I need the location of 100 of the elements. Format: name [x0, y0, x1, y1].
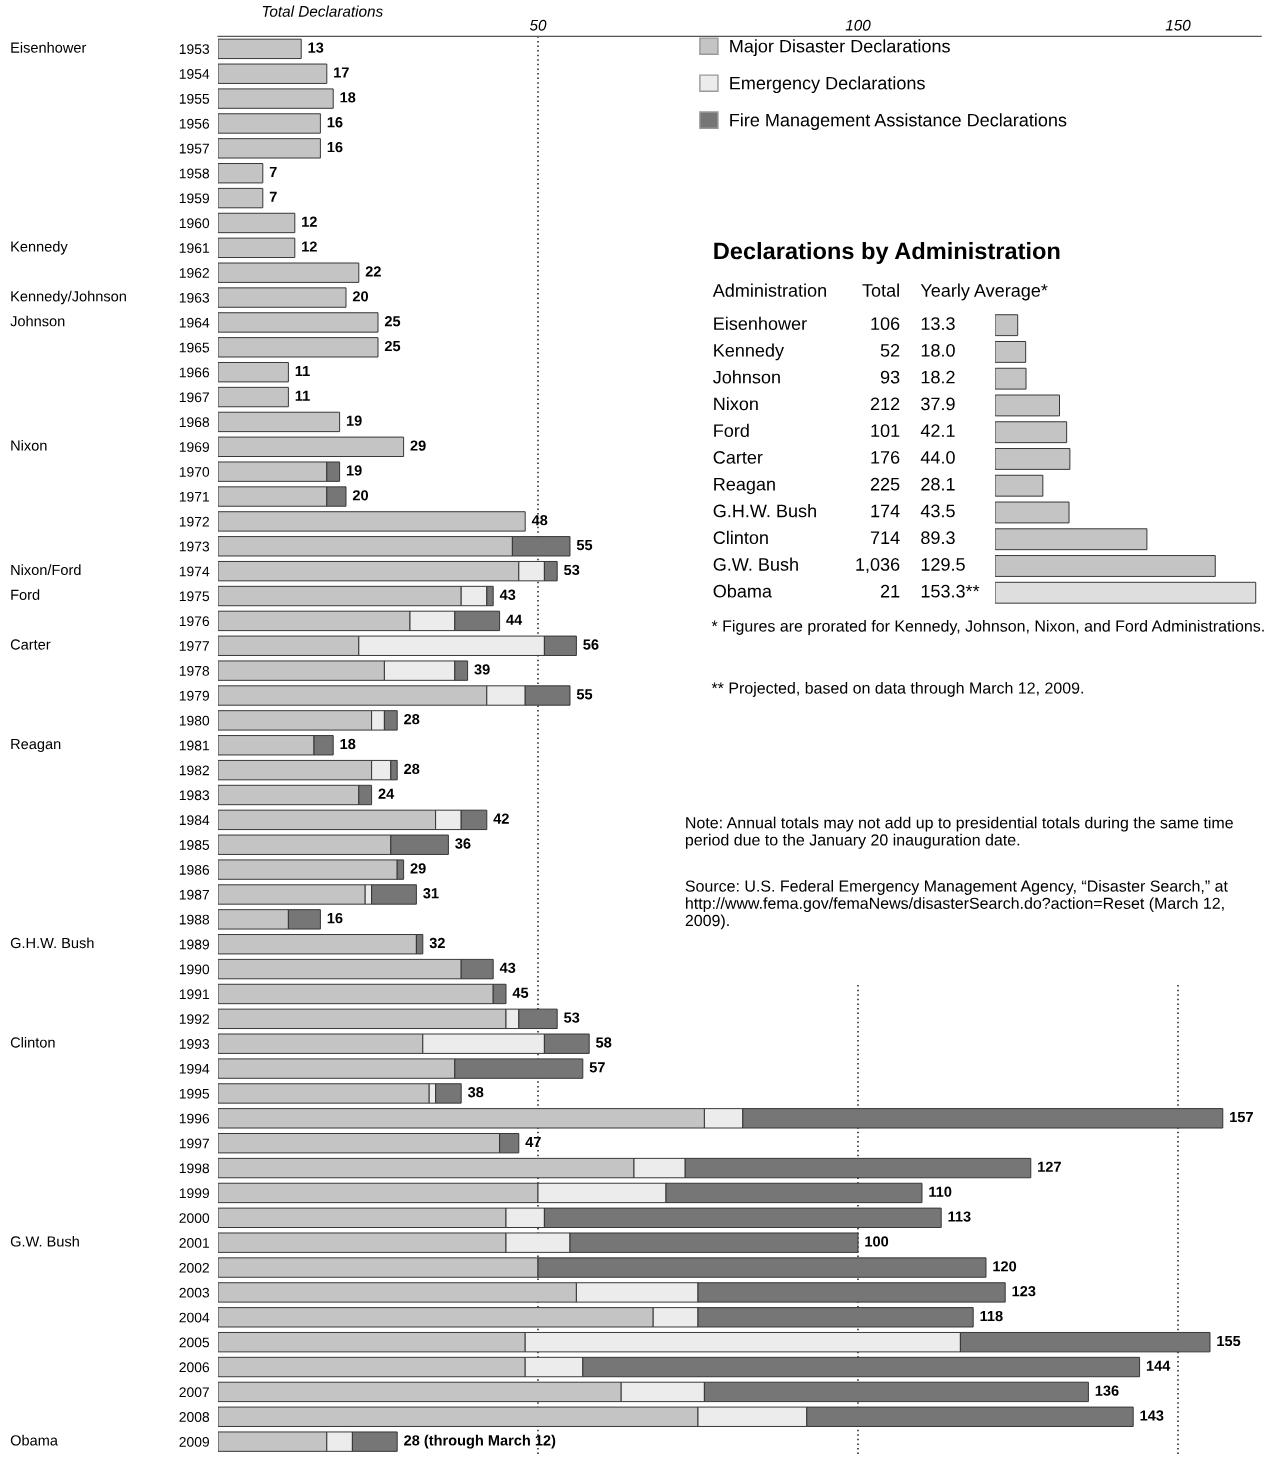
total-label: 32 — [429, 937, 445, 949]
y-tick-label: 1955 — [179, 93, 210, 104]
x-tick-label: 50 — [529, 19, 547, 31]
y-tick-label: Eisenhower — [714, 316, 807, 331]
y-tick-label: 2002 — [179, 1262, 209, 1273]
total-label: 16 — [327, 912, 343, 924]
y-tick-label: Ford — [714, 423, 749, 438]
y-tick-label: 1961 — [179, 243, 209, 253]
x-axis-title: Total Declarations — [262, 5, 383, 17]
total-label: 22 — [365, 266, 381, 277]
bar — [218, 411, 341, 433]
bar — [995, 314, 1019, 337]
x-axis-title: Yearly Average* — [920, 283, 1048, 301]
bar — [995, 555, 1216, 577]
bar — [218, 63, 328, 84]
total-label: 47 — [525, 1136, 541, 1147]
y-tick-label: 1975 — [179, 591, 210, 602]
y-tick-label: 1954 — [179, 69, 210, 79]
y-tick-label: 1963 — [179, 292, 210, 303]
y-tick-label: Reagan — [714, 477, 775, 495]
y-tick-label: 1989 — [179, 939, 210, 950]
chart-title: Declarations by Administration — [714, 241, 1060, 264]
bar — [218, 187, 264, 209]
text: Ford — [11, 589, 40, 600]
y-tick-label: 1965 — [179, 342, 210, 353]
total-label: 100 — [865, 1236, 889, 1247]
total-label: 36 — [455, 838, 471, 849]
y-tick-label: 1995 — [179, 1088, 210, 1099]
data-label: 129.5 — [921, 558, 965, 571]
data-label: 28.1 — [921, 477, 955, 491]
total-label: 20 — [352, 490, 369, 501]
total-label: 56 — [583, 639, 599, 650]
total-label: 120 — [993, 1261, 1017, 1272]
x-tick-label: 150 — [1165, 19, 1191, 31]
total-label: 42 — [493, 813, 509, 824]
y-tick-label: Clinton — [713, 530, 768, 545]
data-label: 18.2 — [921, 370, 955, 384]
y-tick-label: 1982 — [179, 765, 209, 776]
y-tick-label: 1959 — [179, 193, 210, 204]
annotation: 225 — [870, 477, 900, 491]
y-tick-label: 1967 — [179, 392, 209, 403]
total-label: 123 — [1012, 1286, 1036, 1297]
total-label: 118 — [980, 1310, 1003, 1322]
annotation: Note: Annual totals may not add up to presidential totals during the same time period due to the January 20 inauguration date. — [685, 816, 1233, 849]
y-tick-label: 2004 — [179, 1312, 210, 1323]
bar — [218, 312, 379, 333]
data-label: 44.0 — [920, 451, 955, 464]
y-tick-label: 1990 — [179, 964, 210, 975]
bar — [995, 448, 1071, 470]
total-label: 16 — [327, 117, 343, 128]
y-tick-label: 1972 — [179, 516, 209, 527]
y-tick-label: 1983 — [179, 790, 210, 801]
y-tick-label: 1979 — [179, 690, 210, 701]
data-label: 37.9 — [921, 397, 955, 411]
y-tick-label: 1994 — [179, 1063, 210, 1074]
y-tick-label: 1969 — [179, 442, 210, 452]
annotation: Total — [862, 283, 899, 297]
y-tick-label: 1984 — [179, 815, 210, 826]
total-label: 24 — [378, 788, 395, 799]
annotation: 21 — [880, 584, 900, 598]
text: Obama — [10, 1434, 58, 1446]
y-tick-label: Carter — [713, 451, 763, 464]
data-label: 13.3 — [921, 317, 955, 331]
y-tick-label: 1964 — [179, 317, 210, 328]
y-tick-label: Obama — [713, 584, 772, 598]
total-label: 19 — [346, 465, 362, 476]
y-tick-label: 1985 — [179, 840, 210, 850]
text: Nixon/Ford — [11, 564, 81, 576]
y-tick-label: 1976 — [179, 616, 210, 627]
annotation: 1,036 — [856, 558, 900, 573]
y-tick-label: 1978 — [179, 665, 210, 676]
y-tick-label: Johnson — [713, 370, 780, 384]
total-label: 38 — [467, 1087, 484, 1098]
total-label: 110 — [929, 1186, 952, 1197]
total-label: 19 — [346, 415, 362, 426]
legend-label: Fire Management Assistance Declarations — [730, 113, 1067, 131]
y-tick-label: 1956 — [179, 118, 210, 129]
bar — [995, 501, 1070, 524]
total-label: 53 — [564, 1012, 580, 1023]
y-tick-label: 2006 — [179, 1362, 210, 1373]
total-label: 13 — [308, 42, 324, 53]
bar — [995, 341, 1027, 363]
y-tick-label: 1999 — [179, 1188, 210, 1199]
y-tick-label: 2001 — [179, 1238, 209, 1248]
legend-label: Major Disaster Declarations — [730, 39, 950, 57]
total-label: 28 — [404, 713, 420, 725]
total-label: 57 — [589, 1062, 605, 1073]
text: Eisenhower — [11, 42, 87, 53]
y-tick-label: 2003 — [179, 1287, 210, 1298]
y-axis-title: Administration — [712, 283, 826, 297]
y-tick-label: 1974 — [179, 566, 210, 577]
y-tick-label: 1966 — [179, 367, 210, 378]
total-label: 58 — [596, 1037, 612, 1048]
text: Carter — [10, 639, 51, 650]
total-label: 53 — [564, 564, 580, 576]
annotation: 106 — [871, 317, 900, 331]
bar — [218, 436, 405, 457]
y-tick-label: 2009 — [179, 1436, 210, 1447]
bar — [995, 581, 1257, 604]
bar — [218, 262, 360, 283]
